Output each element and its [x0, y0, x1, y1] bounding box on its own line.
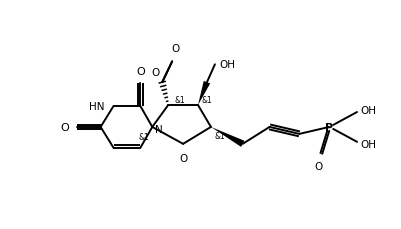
Text: &1: &1 [139, 133, 150, 142]
Text: &1: &1 [202, 95, 213, 104]
Text: O: O [60, 122, 69, 132]
Text: OH: OH [219, 60, 235, 70]
Polygon shape [211, 127, 244, 147]
Text: &1: &1 [174, 95, 185, 104]
Text: &1: &1 [215, 132, 226, 141]
Text: HN: HN [89, 102, 105, 112]
Text: OH: OH [360, 106, 376, 115]
Text: O: O [136, 67, 145, 77]
Text: P: P [325, 122, 333, 132]
Text: O: O [171, 44, 179, 54]
Text: N: N [155, 124, 163, 134]
Text: OH: OH [360, 139, 376, 149]
Polygon shape [198, 82, 210, 106]
Text: O: O [179, 153, 187, 163]
Text: O: O [314, 161, 322, 171]
Text: O: O [151, 68, 159, 78]
